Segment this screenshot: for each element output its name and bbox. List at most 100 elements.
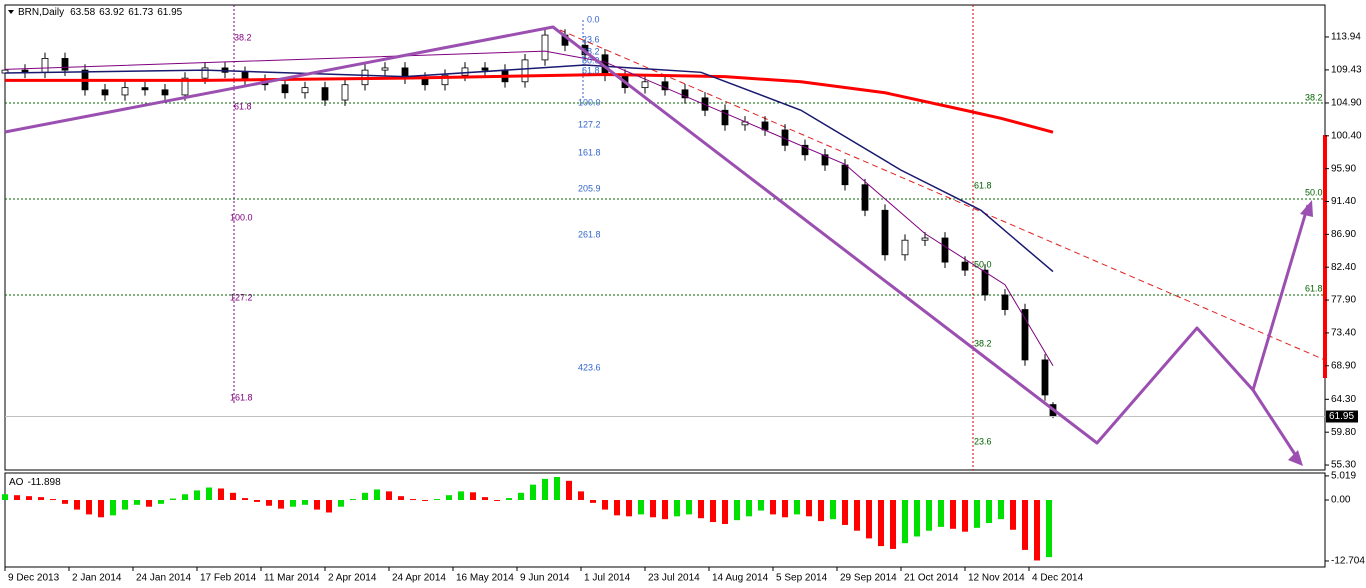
ao-bar	[218, 488, 224, 500]
fib-label: 100.0	[230, 212, 253, 222]
y-tick-label: 91.40	[1331, 196, 1356, 207]
candle-body	[661, 81, 669, 91]
moving-average	[5, 72, 1054, 134]
ao-bar	[578, 491, 584, 500]
ao-bar	[986, 499, 992, 524]
candle-body	[441, 74, 449, 86]
candle-body	[301, 87, 309, 94]
ao-bar	[278, 499, 284, 509]
ao-bar	[326, 499, 332, 513]
x-tick-label: 9 Jun 2014	[520, 573, 570, 584]
fib-label: 127.2	[230, 292, 253, 302]
ao-bar	[50, 499, 56, 500]
ao-bar	[482, 497, 488, 500]
candle-body	[1041, 359, 1049, 396]
price-tag	[1326, 410, 1358, 423]
fib-label: 261.8	[578, 229, 601, 239]
x-tick-label: 1 Jul 2014	[584, 573, 631, 584]
candle-body	[541, 34, 549, 61]
ao-bar	[146, 499, 152, 507]
y-tick-label: 86.90	[1331, 229, 1356, 240]
x-tick-label: 12 Nov 2014	[968, 573, 1025, 584]
y-tick-label: 113.94	[1331, 32, 1361, 43]
ao-bar	[998, 499, 1004, 520]
ao-bar	[506, 498, 512, 500]
candle-body	[1021, 309, 1029, 361]
ao-panel	[4, 472, 1326, 568]
ao-bar	[806, 499, 812, 517]
y-tick-label: 64.30	[1331, 394, 1356, 405]
candle-body	[1001, 294, 1009, 310]
ao-bar	[410, 499, 416, 500]
candle-body	[721, 109, 729, 126]
ao-bar	[554, 476, 560, 500]
y-tick-label: 59.80	[1331, 427, 1356, 438]
ao-bar	[494, 499, 500, 501]
ao-bar	[470, 492, 476, 500]
x-tick-label: 23 Jul 2014	[648, 573, 700, 584]
y-tick-label: 82.40	[1331, 262, 1356, 273]
ao-bar	[638, 499, 644, 515]
ao-bar	[206, 487, 212, 500]
candle-body	[341, 84, 349, 101]
candle-body	[641, 81, 649, 89]
ao-bar	[74, 499, 80, 510]
ao-bar	[2, 494, 8, 500]
fib-label: 50.0	[582, 55, 600, 65]
ao-bar	[926, 499, 932, 531]
fib-label: 61.8	[582, 65, 600, 75]
candle-body	[201, 67, 209, 79]
ao-bar	[62, 499, 68, 504]
candle-body	[461, 67, 469, 76]
ao-bar	[254, 499, 260, 502]
fib-label: 0.0	[587, 14, 600, 24]
y-tick-label: 104.90	[1331, 98, 1362, 109]
candle-body	[481, 67, 489, 71]
menu-arrow[interactable]	[8, 10, 14, 14]
ao-bar	[902, 499, 908, 544]
candle-body	[121, 87, 129, 96]
fib-label: 61.8	[234, 101, 252, 111]
ao-bar	[842, 499, 848, 525]
ao-bar	[194, 490, 200, 500]
ao-bar	[314, 499, 320, 510]
candle-body	[981, 269, 989, 296]
ao-bar	[1022, 499, 1028, 550]
y-tick-label: 77.90	[1331, 295, 1356, 306]
candle-body	[921, 237, 929, 241]
candle-body	[861, 184, 869, 211]
ao-bar	[266, 499, 272, 506]
x-tick-label: 24 Jan 2014	[136, 573, 191, 584]
y-tick-label: 73.40	[1331, 328, 1356, 339]
ao-title: AO	[9, 477, 24, 488]
ao-bar	[362, 492, 368, 500]
ao-bar	[782, 499, 788, 518]
x-tick-label: 17 Feb 2014	[200, 573, 257, 584]
ao-bar	[878, 499, 884, 547]
ao-bar	[674, 499, 680, 517]
ao-bar	[974, 499, 980, 528]
candle-body	[821, 154, 829, 166]
ao-bar	[722, 499, 728, 524]
moving-average	[4, 50, 1054, 367]
fib-label: 23.6	[974, 436, 992, 446]
candle-body	[761, 121, 769, 131]
fib-label: 38.2	[1305, 92, 1323, 102]
ao-bar	[746, 499, 752, 517]
channel-top	[4, 25, 1310, 445]
fib-label: 38.2	[974, 338, 992, 348]
ao-bar	[890, 499, 896, 549]
arrow-head	[1288, 450, 1303, 466]
low-value: 61.73	[128, 7, 153, 18]
candle-body	[881, 209, 889, 256]
candle-body	[181, 77, 189, 96]
x-tick-label: 11 Mar 2014	[264, 573, 320, 584]
x-tick-label: 29 Sep 2014	[840, 573, 897, 584]
candle-body	[321, 87, 329, 101]
ao-bar	[446, 495, 452, 500]
ao-bar	[290, 499, 296, 507]
ao-bar	[938, 499, 944, 527]
y-tick-label: 0.00	[1331, 495, 1351, 506]
ao-bar	[518, 492, 524, 500]
